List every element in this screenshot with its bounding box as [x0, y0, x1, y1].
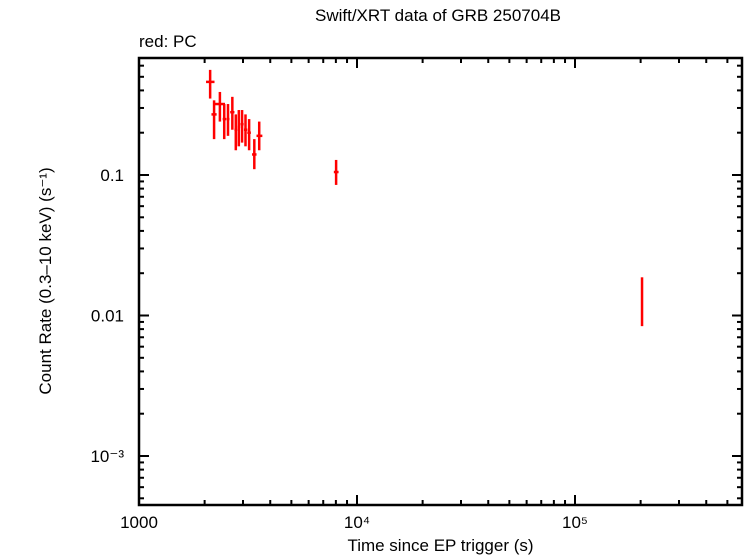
data-point: [226, 104, 230, 136]
data-points: [206, 69, 644, 327]
data-point: [252, 139, 257, 170]
plot-frame: [137, 56, 744, 507]
y-tick-label: 10⁻³: [90, 447, 124, 466]
y-tick-label: 0.1: [100, 166, 124, 185]
data-point: [243, 114, 248, 147]
data-point: [640, 277, 644, 327]
x-axis-label: Time since EP trigger (s): [347, 536, 534, 555]
data-point: [222, 104, 227, 140]
x-tick-label: 10⁴: [344, 513, 370, 532]
data-point: [256, 121, 263, 151]
data-point: [206, 69, 215, 99]
data-point: [211, 100, 217, 140]
legend-label: red: PC: [139, 32, 197, 51]
data-point: [237, 110, 241, 147]
data-point: [240, 110, 244, 143]
data-point: [234, 114, 238, 151]
chart-title: Swift/XRT data of GRB 250704B: [314, 6, 561, 25]
data-point: [247, 119, 251, 151]
tick-labels: 1000 10⁴ 10⁵ 0.1 0.01 10⁻³: [90, 166, 588, 532]
x-tick-label: 1000: [120, 513, 158, 532]
plot-axes: [137, 56, 744, 507]
data-point: [333, 159, 339, 185]
data-point: [230, 96, 235, 130]
axis-ticks: [138, 58, 742, 505]
y-tick-label: 0.01: [91, 307, 124, 326]
x-tick-label: 10⁵: [562, 513, 588, 532]
